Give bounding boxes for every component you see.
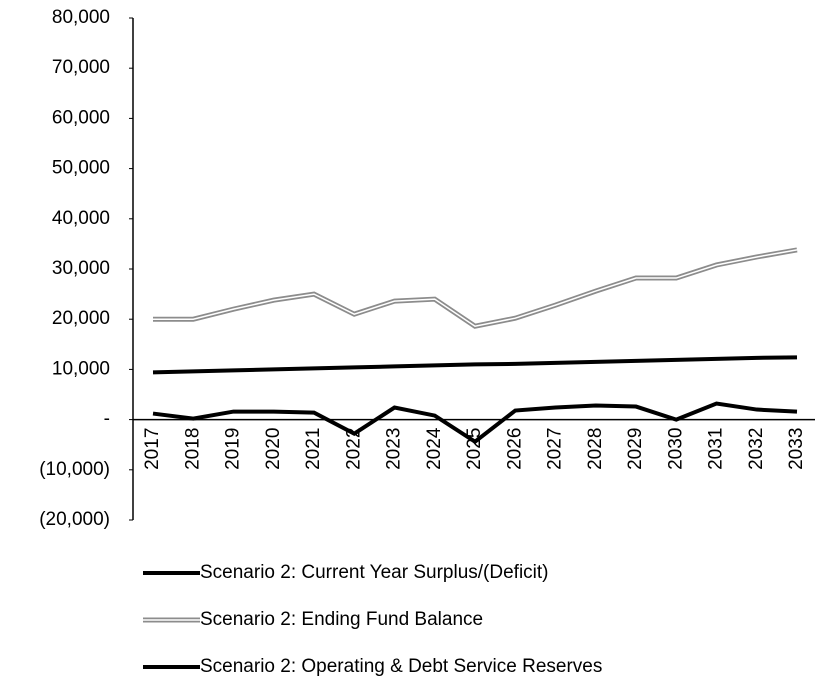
- x-tick-label: 2027: [545, 428, 566, 470]
- y-tick-label: 60,000: [52, 107, 110, 128]
- x-tick-label: 2022: [343, 428, 364, 470]
- series-line: [152, 401, 798, 445]
- x-tick-label: 2017: [142, 428, 163, 470]
- legend-label: Scenario 2: Current Year Surplus/(Defici…: [200, 562, 549, 583]
- x-tick-label: 2018: [182, 428, 203, 470]
- x-tick-label: 2021: [303, 428, 324, 470]
- y-tick-label: 20,000: [52, 308, 110, 329]
- legend-label: Scenario 2: Operating & Debt Service Res…: [200, 656, 602, 677]
- x-tick-label: 2032: [746, 428, 767, 470]
- y-tick-label: 10,000: [52, 358, 110, 379]
- x-tick-label: 2029: [625, 428, 646, 470]
- x-tick-label: 2031: [706, 428, 727, 470]
- x-tick-label: 2024: [424, 427, 445, 470]
- series-line: [152, 355, 798, 375]
- x-tick-label: 2026: [504, 428, 525, 470]
- y-tick-label: (10,000): [39, 459, 110, 480]
- x-tick-label: 2023: [384, 428, 405, 470]
- y-tick-label: 40,000: [52, 208, 110, 229]
- y-tick-label: -: [104, 409, 110, 430]
- series-line-inner: [153, 249, 798, 328]
- x-tick-label: 2030: [665, 428, 686, 470]
- x-tick-label: 2020: [263, 428, 284, 470]
- y-tick-label: (20,000): [39, 509, 110, 530]
- series-line: [153, 247, 798, 329]
- x-tick-label: 2028: [585, 428, 606, 470]
- legend-label: Scenario 2: Ending Fund Balance: [200, 609, 483, 630]
- x-tick-label: 2019: [223, 428, 244, 470]
- y-tick-label: 50,000: [52, 158, 110, 179]
- x-tick-label: 2033: [786, 428, 807, 470]
- y-tick-label: 80,000: [52, 7, 110, 28]
- y-tick-label: 30,000: [52, 258, 110, 279]
- y-tick-label: 70,000: [52, 57, 110, 78]
